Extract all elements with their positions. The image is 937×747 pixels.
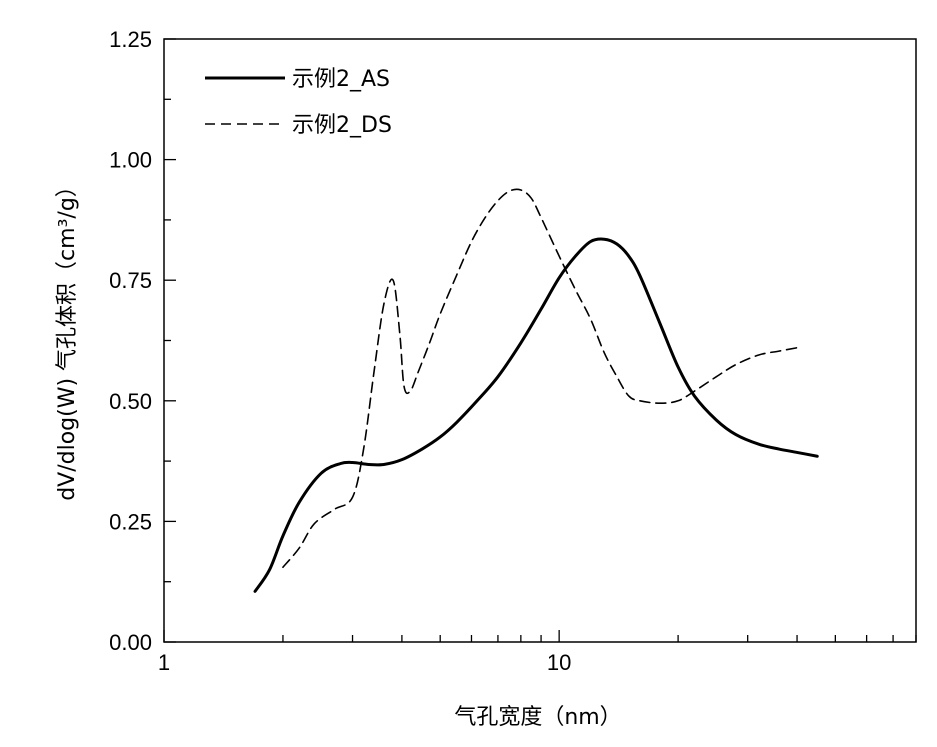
y-tick-label: 0.75 xyxy=(109,268,152,293)
series-layer xyxy=(255,189,817,591)
x-axis-ticks: 1 10 xyxy=(158,630,916,675)
y-axis-title: dV/dlog(W) 气孔体积（cm³/g） xyxy=(55,175,80,501)
y-tick-label: 1.00 xyxy=(109,148,152,173)
y-axis-ticks: 0.00 0.25 0.50 0.75 1.00 1.25 xyxy=(109,27,176,655)
legend-label-ds: 示例2_DS xyxy=(292,113,392,138)
legend: 示例2_AS 示例2_DS xyxy=(205,67,392,138)
y-tick-label: 0.50 xyxy=(109,389,152,414)
series-line-ds xyxy=(283,189,797,567)
y-tick-label: 0.25 xyxy=(109,509,152,534)
y-tick-label: 0.00 xyxy=(109,630,152,655)
series-line-as xyxy=(255,239,817,591)
legend-label-as: 示例2_AS xyxy=(292,67,390,92)
x-axis-title: 气孔宽度（nm） xyxy=(454,705,621,730)
y-tick-label: 1.25 xyxy=(109,27,152,52)
x-tick-label: 10 xyxy=(547,650,571,675)
pore-size-distribution-chart: 1 10 0.00 0.25 0.50 0.75 1.00 1.25 气孔宽度（nm） dV… xyxy=(0,0,937,747)
x-tick-label: 1 xyxy=(158,650,170,675)
